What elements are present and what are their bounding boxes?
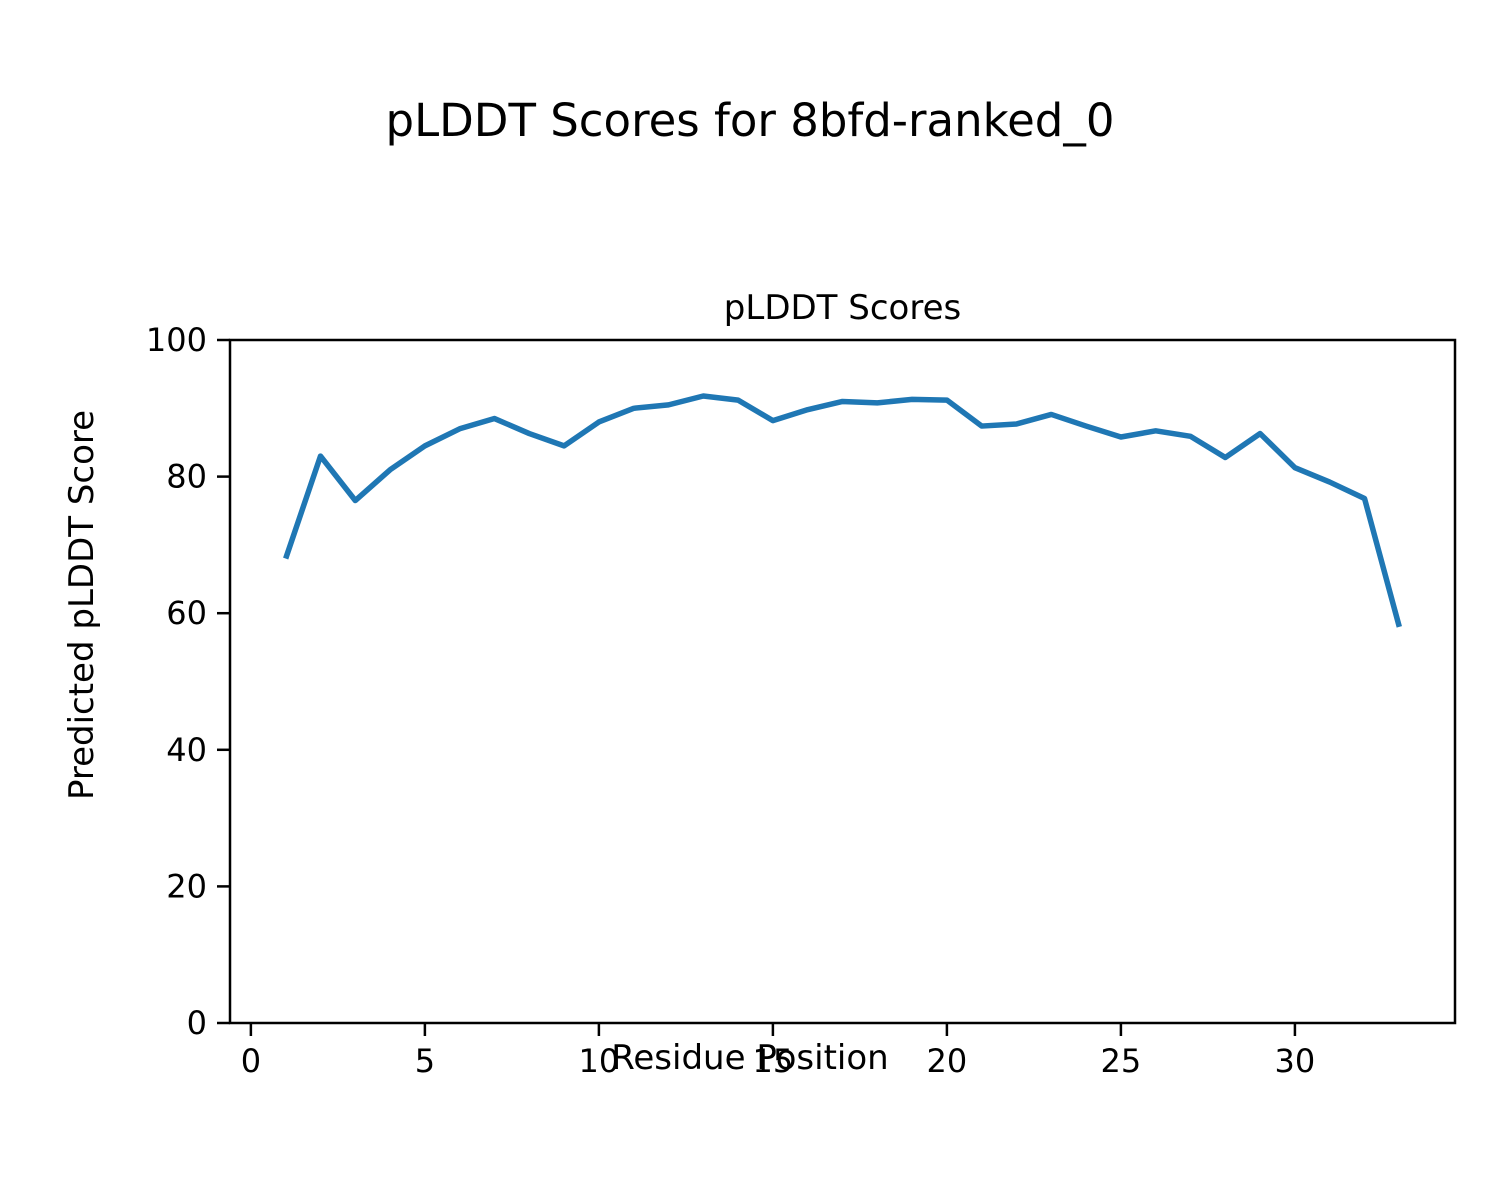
y-tick-label: 60: [166, 594, 207, 632]
y-tick-label: 80: [166, 458, 207, 496]
x-tick-label: 0: [241, 1042, 261, 1080]
x-tick-label: 20: [927, 1042, 968, 1080]
y-tick-label: 40: [166, 731, 207, 769]
x-axis-label: Residue Position: [611, 1038, 889, 1078]
axes-title: pLDDT Scores: [723, 288, 962, 328]
x-tick-label: 30: [1275, 1042, 1316, 1080]
x-tick-label: 5: [415, 1042, 435, 1080]
plddt-line-series: [283, 393, 1402, 628]
x-tick-label: 10: [579, 1042, 620, 1080]
plot-frame: [228, 338, 1457, 1025]
y-tick-label: 100: [146, 321, 207, 359]
figure-suptitle: pLDDT Scores for 8bfd-ranked_0: [385, 94, 1115, 147]
y-tick-label: 20: [166, 867, 207, 905]
y-tick-label: 0: [187, 1004, 207, 1042]
x-tick-label: 25: [1101, 1042, 1142, 1080]
y-axis-label: Predicted pLDDT Score: [62, 409, 102, 801]
x-tick-label: 15: [753, 1042, 794, 1080]
